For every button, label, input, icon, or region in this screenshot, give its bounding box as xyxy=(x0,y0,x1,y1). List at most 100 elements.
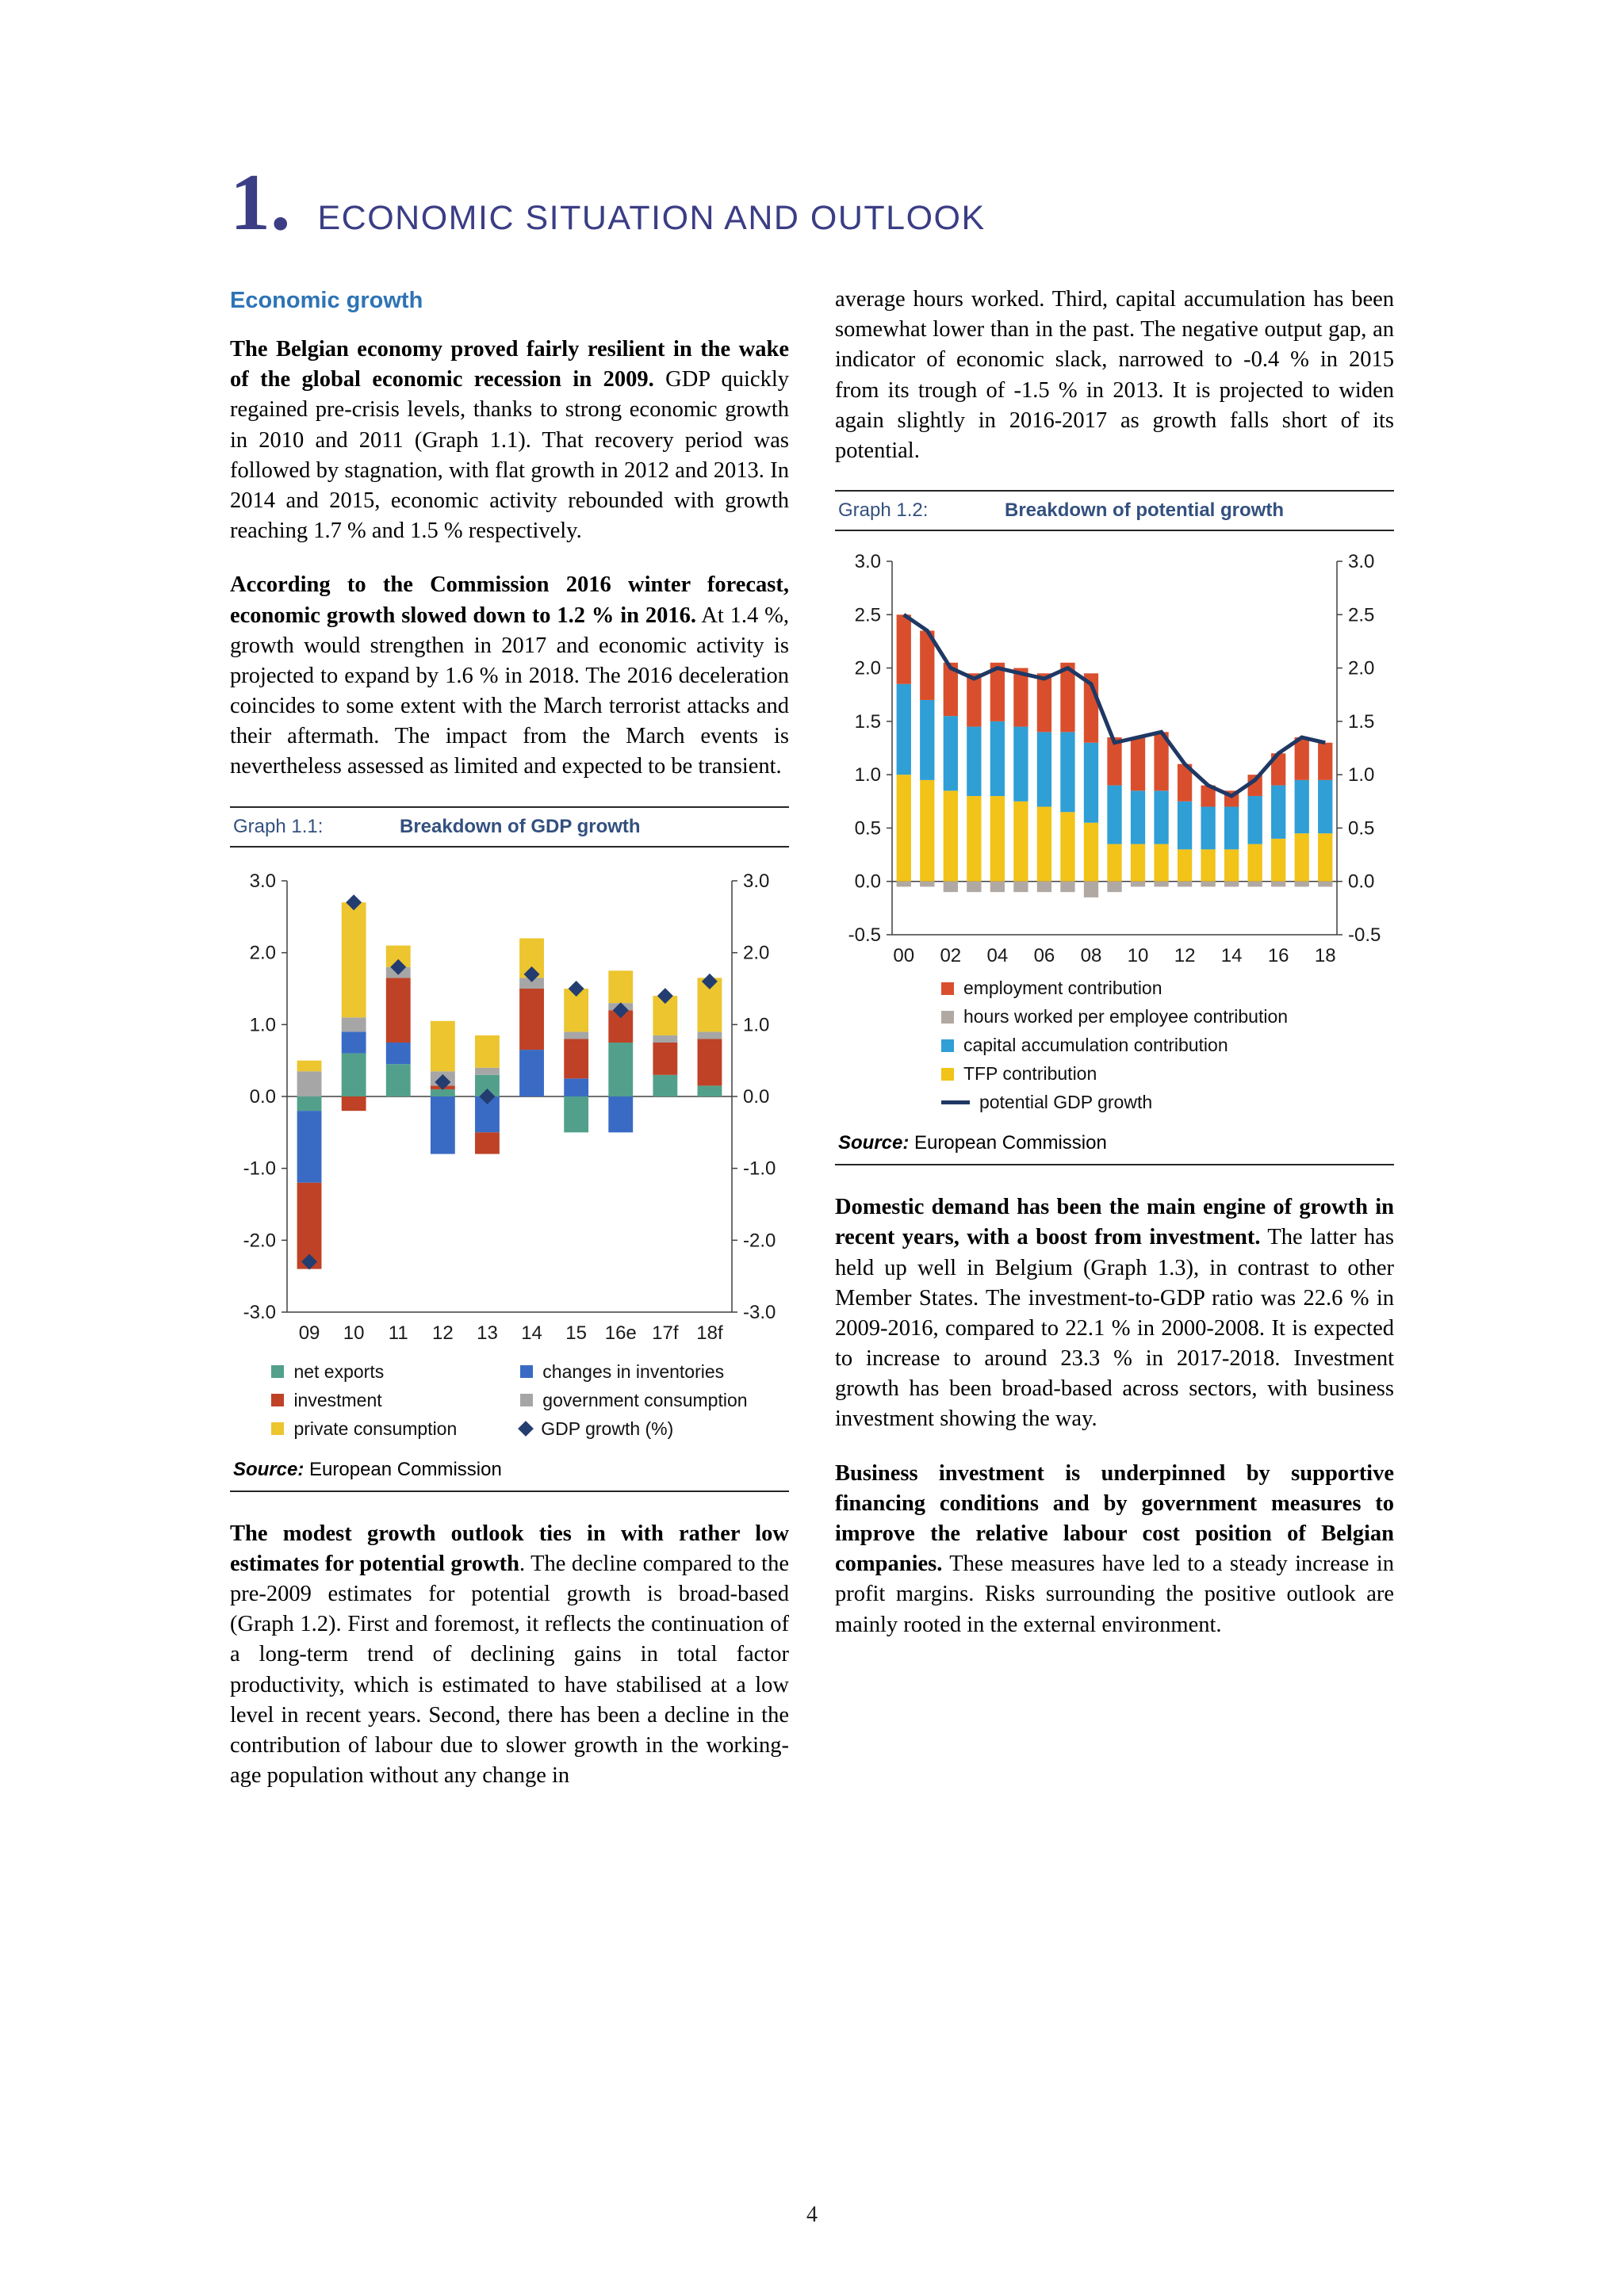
bar-segment xyxy=(1154,881,1169,887)
bar-segment xyxy=(920,881,935,887)
paragraph-text: At 1.4 %, growth would strengthen in 201… xyxy=(230,603,790,779)
paragraph-text: GDP quickly regained pre-crisis levels, … xyxy=(230,367,789,544)
svg-text:-0.5: -0.5 xyxy=(848,924,881,946)
source-line: Source: European Commission xyxy=(230,1452,789,1492)
bar-segment xyxy=(385,1042,411,1064)
svg-text:16: 16 xyxy=(1268,945,1289,966)
gdp-growth-marker xyxy=(479,1088,496,1104)
bar-segment xyxy=(475,1067,500,1075)
paragraph-lead-bold: The Belgian economy proved fairly resili… xyxy=(230,337,789,392)
bar-segment xyxy=(608,970,634,1003)
gdp-growth-marker xyxy=(435,1073,451,1090)
legend-label: GDP growth (%) xyxy=(541,1418,674,1439)
legend-square-swatch xyxy=(271,1365,285,1379)
right-column: average hours worked. Third, capital acc… xyxy=(835,285,1394,1815)
bar-segment xyxy=(943,662,958,717)
legend-item: changes in inventories xyxy=(520,1361,747,1383)
legend-item: net exports xyxy=(271,1361,457,1383)
page-footer: 4 xyxy=(0,2202,1624,2228)
bar-segment xyxy=(1177,763,1193,802)
svg-text:08: 08 xyxy=(1081,945,1102,966)
bar-segment xyxy=(608,1042,634,1096)
graph-label: Graph 1.1: xyxy=(233,815,324,837)
bar-segment xyxy=(1271,785,1286,840)
graph-label: Graph 1.2: xyxy=(838,499,929,522)
svg-text:17f: 17f xyxy=(652,1322,679,1344)
bar-segment xyxy=(1318,779,1333,834)
graph-1-2-block: Graph 1.2: Breakdown of potential growth… xyxy=(835,490,1394,1166)
paragraph-text: These measures have led to a steady incr… xyxy=(835,1552,1394,1637)
bar-segment xyxy=(430,1089,455,1096)
svg-text:06: 06 xyxy=(1034,945,1055,966)
bar-segment xyxy=(519,988,544,1050)
two-column-layout: Economic growth The Belgian economy prov… xyxy=(230,285,1394,1815)
bar-segment xyxy=(1271,881,1286,887)
svg-text:2.5: 2.5 xyxy=(1348,604,1374,626)
svg-text:-3.0: -3.0 xyxy=(243,1302,276,1323)
bar-segment xyxy=(943,790,958,882)
bar-segment xyxy=(967,881,982,893)
bar-segment xyxy=(697,1031,722,1039)
gdp-growth-marker xyxy=(523,966,540,982)
svg-text:-0.5: -0.5 xyxy=(1348,924,1381,946)
paragraph-lead-bold: Domestic demand has been the main engine… xyxy=(835,1195,1394,1250)
legend-label: potential GDP growth xyxy=(979,1092,1153,1113)
bar-segment xyxy=(967,796,982,882)
bar-segment xyxy=(1130,737,1146,791)
svg-text:-2.0: -2.0 xyxy=(243,1230,276,1251)
svg-text:1.0: 1.0 xyxy=(743,1014,769,1035)
svg-text:16e: 16e xyxy=(605,1322,637,1344)
legend-item: TFP contribution xyxy=(940,1063,1288,1085)
gdp-growth-marker xyxy=(301,1253,318,1270)
bar-segment xyxy=(943,716,958,791)
svg-text:0.0: 0.0 xyxy=(855,871,881,893)
bar-segment xyxy=(297,1060,322,1071)
gdp-growth-marker xyxy=(568,980,584,997)
bar-segment xyxy=(1201,849,1216,882)
svg-text:1.0: 1.0 xyxy=(855,764,881,786)
bar-segment xyxy=(1036,732,1052,807)
bar-segment xyxy=(475,1131,500,1154)
svg-text:1.5: 1.5 xyxy=(855,711,881,733)
bar-segment xyxy=(341,1031,366,1054)
legend-label: TFP contribution xyxy=(963,1063,1097,1085)
chapter-number: 1. xyxy=(230,158,291,247)
svg-text:3.0: 3.0 xyxy=(1348,551,1374,572)
bar-segment xyxy=(1247,881,1262,887)
bar-segment xyxy=(1318,742,1333,780)
svg-text:3.0: 3.0 xyxy=(743,871,769,892)
potential-growth-line xyxy=(902,613,1326,799)
bar-segment xyxy=(1060,662,1075,733)
bar-segment xyxy=(1224,881,1239,887)
bar-segment xyxy=(564,1039,589,1078)
chapter-title: ECONOMIC SITUATION AND OUTLOOK xyxy=(317,199,986,237)
bar-segment xyxy=(297,1070,322,1096)
legend-label: government consumption xyxy=(542,1389,748,1410)
svg-text:11: 11 xyxy=(389,1322,408,1344)
bar-segment xyxy=(1130,881,1146,887)
bar-segment xyxy=(1201,881,1216,887)
gdp-growth-marker xyxy=(612,1001,629,1018)
legend-label: private consumption xyxy=(293,1418,458,1439)
bar-segment xyxy=(920,779,935,882)
paragraph-text: average hours worked. Third, capital acc… xyxy=(835,287,1394,463)
bar-segment xyxy=(920,630,935,701)
svg-text:12: 12 xyxy=(1174,945,1196,966)
section-heading-economic-growth: Economic growth xyxy=(230,288,423,313)
svg-text:2.0: 2.0 xyxy=(743,942,769,963)
graph-1-1-block: Graph 1.1: Breakdown of GDP growth -3.0-… xyxy=(230,806,789,1492)
bar-segment xyxy=(1201,806,1216,850)
bar-segment xyxy=(653,1035,678,1043)
paragraph: Domestic demand has been the main engine… xyxy=(835,1192,1394,1435)
legend-square-swatch xyxy=(520,1394,534,1407)
bar-segment xyxy=(896,683,911,775)
legend-square-swatch xyxy=(940,1067,954,1081)
legend-label: capital accumulation contribution xyxy=(963,1035,1228,1056)
svg-text:0.5: 0.5 xyxy=(1348,818,1374,840)
bar-segment xyxy=(1294,833,1309,882)
bar-segment xyxy=(385,1063,411,1096)
svg-text:2.0: 2.0 xyxy=(250,942,276,963)
bar-segment xyxy=(564,1096,589,1132)
bar-segment xyxy=(1013,668,1028,727)
bar-segment xyxy=(1083,742,1099,823)
